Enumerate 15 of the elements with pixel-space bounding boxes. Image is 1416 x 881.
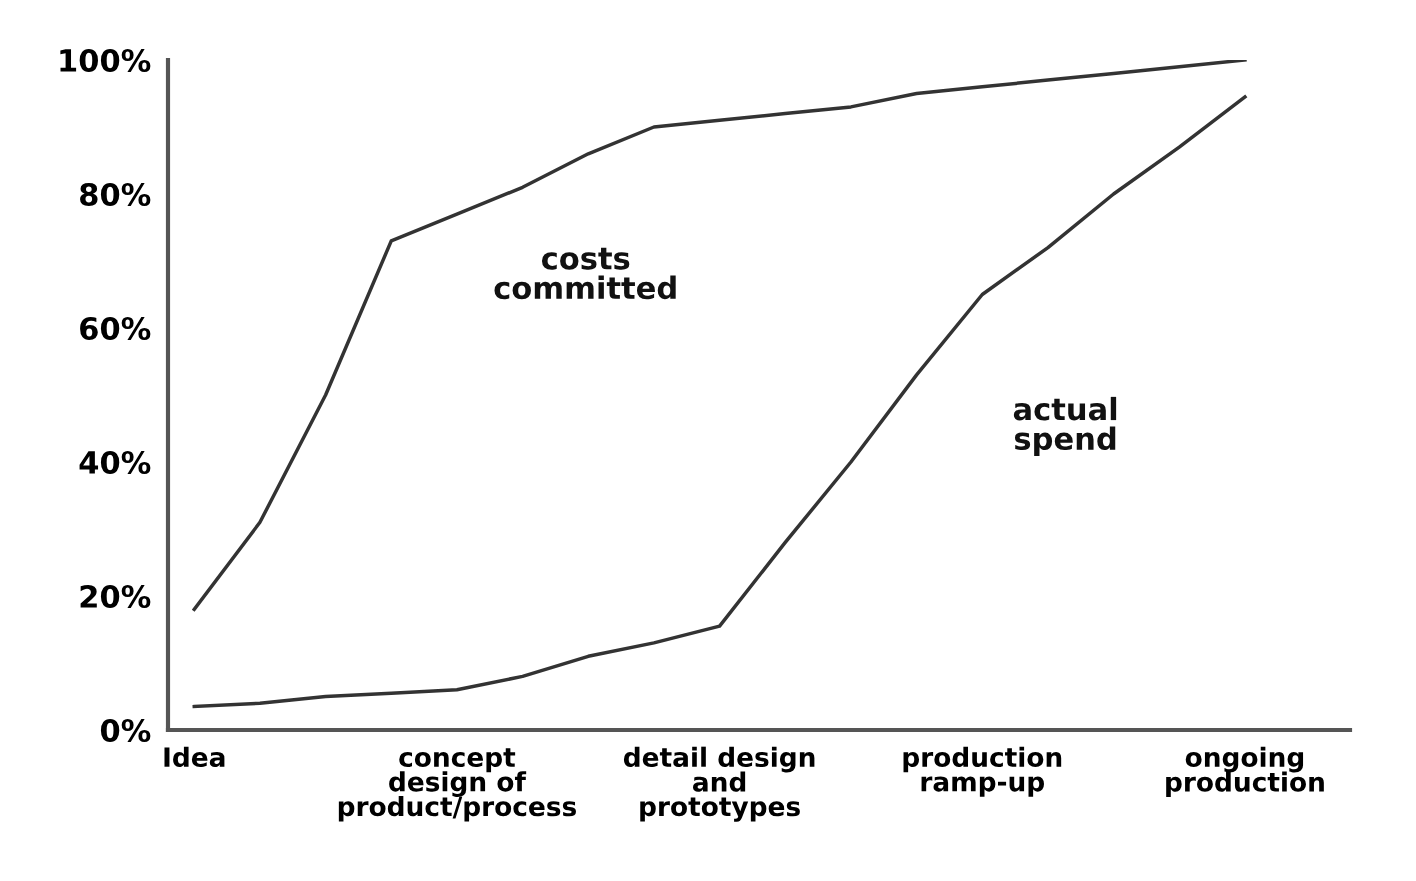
x-tick-label: concept design of product/process: [338, 748, 576, 822]
y-tick-label: 100%: [60, 48, 151, 73]
x-tick-label: detail design and prototypes: [623, 746, 815, 822]
y-tick-label: 0%: [100, 718, 151, 743]
text: actual spend: [1013, 396, 1117, 457]
y-tick-label: 60%: [80, 316, 151, 341]
y-tick-label: 20%: [80, 584, 151, 609]
line-series: [192, 95, 1247, 709]
x-tick-label: Idea: [164, 746, 225, 768]
x-tick-label: ongoing production: [1166, 746, 1324, 797]
y-tick-label: 40%: [79, 450, 151, 475]
line-series: [192, 60, 1247, 612]
y-tick-label: 80%: [80, 182, 151, 207]
x-tick-label: production ramp-up: [903, 746, 1062, 797]
series-label: costs committed: [494, 247, 676, 300]
